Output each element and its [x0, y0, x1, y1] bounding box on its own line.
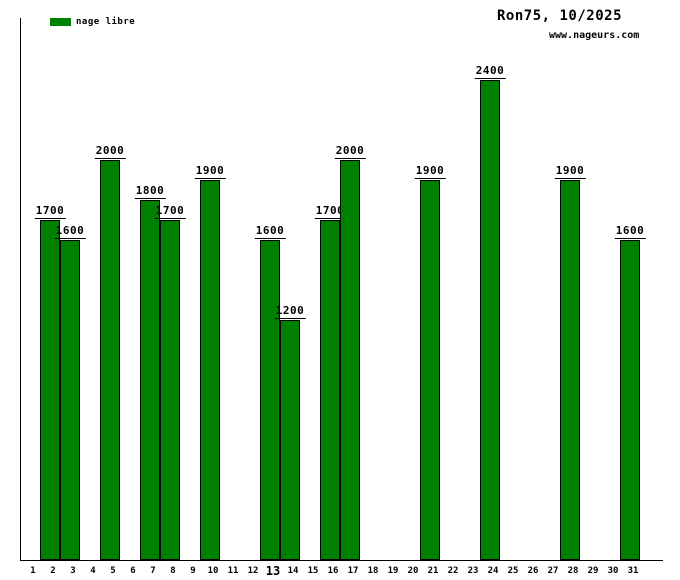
- legend-swatch-nage-libre: [50, 18, 71, 26]
- bar-value-label-day-24: 2400: [474, 64, 506, 79]
- x-axis-label-day-10: 10: [207, 566, 219, 576]
- bar-day-10: [200, 180, 220, 560]
- bar-value-label-day-17: 2000: [334, 144, 366, 159]
- x-axis-label-day-27: 27: [547, 566, 559, 576]
- x-axis-label-day-3: 3: [70, 566, 76, 576]
- x-axis-label-day-12: 12: [247, 566, 259, 576]
- bar-value-label-day-31: 1600: [614, 224, 646, 239]
- x-axis-label-day-28: 28: [567, 566, 579, 576]
- x-axis-label-day-20: 20: [407, 566, 419, 576]
- bar-day-13: [260, 240, 280, 560]
- x-axis-label-day-25: 25: [507, 566, 519, 576]
- x-axis-label-day-16: 16: [327, 566, 339, 576]
- x-axis-label-day-7: 7: [150, 566, 156, 576]
- bar-day-2: [40, 220, 60, 560]
- bar-day-8: [160, 220, 180, 560]
- x-axis-label-day-29: 29: [587, 566, 599, 576]
- bar-day-5: [100, 160, 120, 560]
- x-axis-label-day-6: 6: [130, 566, 136, 576]
- x-axis-label-day-9: 9: [190, 566, 196, 576]
- bar-value-label-day-2: 1700: [34, 204, 66, 219]
- bar-day-7: [140, 200, 160, 560]
- x-axis-label-day-1: 1: [30, 566, 36, 576]
- bar-value-label-day-8: 1700: [154, 204, 186, 219]
- chart-title: Ron75, 10/2025: [497, 8, 623, 24]
- x-axis-line: [20, 560, 663, 561]
- x-axis-label-day-24: 24: [487, 566, 499, 576]
- bar-value-label-day-7: 1800: [134, 184, 166, 199]
- x-axis-label-day-8: 8: [170, 566, 176, 576]
- y-axis-line: [20, 18, 21, 561]
- x-axis-label-day-14: 14: [287, 566, 299, 576]
- legend: nage libre: [50, 17, 135, 27]
- legend-label-nage-libre: nage libre: [76, 17, 136, 27]
- x-axis-label-day-4: 4: [90, 566, 96, 576]
- bar-day-3: [60, 240, 80, 560]
- bar-day-14: [280, 320, 300, 560]
- x-axis-label-day-22: 22: [447, 566, 459, 576]
- x-axis-label-day-31: 31: [627, 566, 639, 576]
- x-axis-label-day-13: 13: [265, 564, 281, 578]
- x-axis-label-day-2: 2: [50, 566, 56, 576]
- x-axis-label-day-5: 5: [110, 566, 116, 576]
- bar-value-label-day-5: 2000: [94, 144, 126, 159]
- bar-day-28: [560, 180, 580, 560]
- bar-day-16: [320, 220, 340, 560]
- x-axis-label-day-17: 17: [347, 566, 359, 576]
- bar-day-24: [480, 80, 500, 560]
- x-axis-label-day-11: 11: [227, 566, 239, 576]
- x-axis-label-day-30: 30: [607, 566, 619, 576]
- x-axis-label-day-19: 19: [387, 566, 399, 576]
- bar-value-label-day-13: 1600: [254, 224, 286, 239]
- bar-value-label-day-10: 1900: [194, 164, 226, 179]
- website-watermark: www.nageurs.com: [549, 30, 640, 41]
- x-axis-label-day-15: 15: [307, 566, 319, 576]
- bar-day-31: [620, 240, 640, 560]
- bar-value-label-day-3: 1600: [54, 224, 86, 239]
- bar-value-label-day-28: 1900: [554, 164, 586, 179]
- x-axis-label-day-26: 26: [527, 566, 539, 576]
- bar-day-17: [340, 160, 360, 560]
- bar-value-label-day-14: 1200: [274, 304, 306, 319]
- bar-value-label-day-21: 1900: [414, 164, 446, 179]
- x-axis-label-day-23: 23: [467, 566, 479, 576]
- bar-value-label-day-16: 1700: [314, 204, 346, 219]
- x-axis-label-day-21: 21: [427, 566, 439, 576]
- x-axis-label-day-18: 18: [367, 566, 379, 576]
- bar-day-21: [420, 180, 440, 560]
